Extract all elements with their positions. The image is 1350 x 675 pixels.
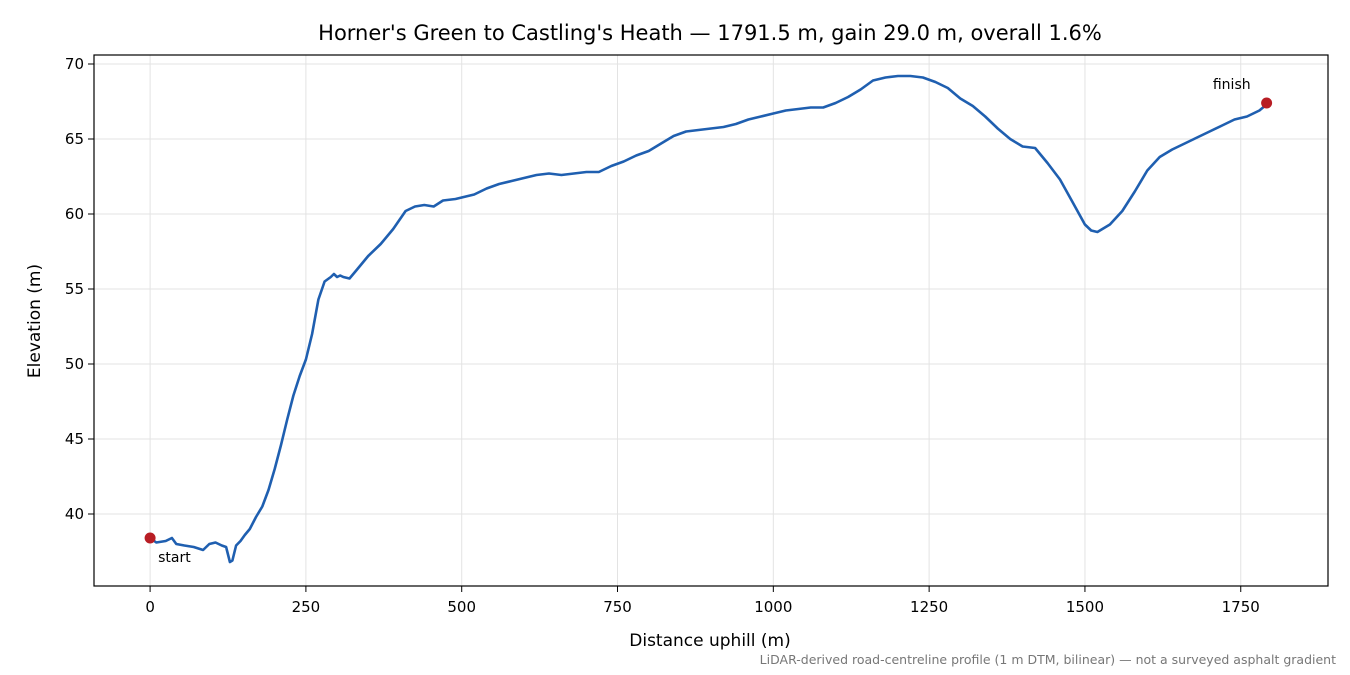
y-tick-label: 65 xyxy=(65,130,84,148)
plot-frame xyxy=(93,54,1329,587)
x-tick-label: 750 xyxy=(603,598,632,616)
x-tick-label: 1750 xyxy=(1222,598,1260,616)
start-label: start xyxy=(158,550,191,566)
start-marker xyxy=(144,532,156,544)
chart-title: Horner's Green to Castling's Heath — 179… xyxy=(318,21,1102,45)
grid-lines xyxy=(94,55,1328,586)
footnote: LiDAR-derived road-centreline profile (1… xyxy=(759,652,1336,667)
elevation-series-line xyxy=(149,74,1268,564)
y-tick-label: 70 xyxy=(65,55,84,73)
x-tick-label: 1500 xyxy=(1066,598,1104,616)
x-axis-label: Distance uphill (m) xyxy=(629,631,790,651)
finish-label: finish xyxy=(1213,77,1251,93)
y-tick-label: 45 xyxy=(65,430,84,448)
y-axis-label: Elevation (m) xyxy=(25,264,45,378)
y-tick-label: 40 xyxy=(65,505,84,523)
x-tick-label: 500 xyxy=(447,598,476,616)
x-tick-label: 1000 xyxy=(754,598,792,616)
x-tick-label: 250 xyxy=(292,598,321,616)
y-tick-label: 55 xyxy=(65,280,84,298)
finish-marker xyxy=(1261,97,1273,109)
x-tick-label: 0 xyxy=(145,598,155,616)
y-tick-label: 50 xyxy=(65,355,84,373)
axis-ticks: 0 250 500 750 1000 1250 1500 1750 40 45 50 55 60 65 70 xyxy=(65,55,1260,616)
x-tick-label: 1250 xyxy=(910,598,948,616)
y-tick-label: 60 xyxy=(65,205,84,223)
endpoint-markers: start finish xyxy=(144,77,1273,566)
